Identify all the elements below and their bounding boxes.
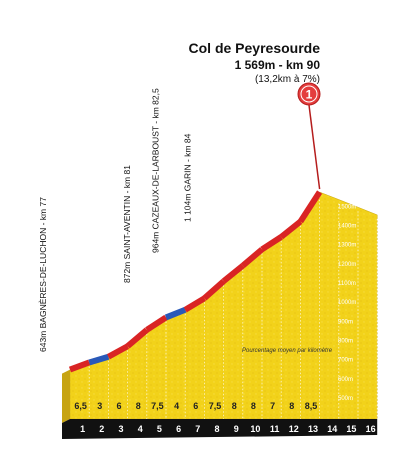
altitude-tick: 1200m	[338, 262, 356, 268]
climb-name: Col de Peyresourde	[188, 40, 321, 56]
climb-line-segment	[221, 263, 245, 284]
altitude-tick: 1100m	[338, 281, 356, 287]
gradient-label: 8	[251, 401, 256, 411]
place-label: 1 104m GARIN - km 84	[182, 133, 192, 222]
place-label: 964m CAZEAUX-DE-LARBOUST - km 82,5	[151, 88, 161, 253]
altitude-tick: 1300m	[338, 243, 356, 249]
climb-line-segment	[145, 314, 168, 333]
profile-layer	[62, 104, 378, 439]
category-badge: 1	[297, 82, 321, 106]
altitude-tick: 700m	[338, 358, 353, 364]
km-label: 15	[346, 424, 356, 434]
km-label: 11	[270, 424, 280, 434]
km-label: 10	[250, 424, 260, 434]
climb-line-segment	[68, 359, 91, 373]
climb-detail: (13,2km à 7%)	[254, 74, 320, 85]
flat-section-segment	[88, 353, 110, 366]
climb-line-segment	[240, 247, 264, 268]
km-label: 16	[366, 424, 376, 434]
km-label: 1	[80, 424, 85, 434]
km-label: 8	[214, 424, 219, 434]
km-label: 9	[234, 424, 239, 434]
gradient-label: 8,5	[305, 401, 318, 411]
gradient-label: 4	[174, 401, 179, 411]
inner-caption: Pourcentage moyen par kilomètre	[242, 348, 333, 354]
km-label: 13	[308, 424, 318, 434]
gradient-label: 7	[270, 401, 275, 411]
km-label: 2	[99, 424, 104, 434]
altitude-tick: 1600m	[338, 185, 356, 191]
km-label: 4	[138, 424, 143, 434]
climb-line-segment	[297, 190, 323, 224]
altitude-tick: 500m	[338, 396, 353, 402]
profile-area	[69, 191, 378, 420]
climb-line-segment	[260, 234, 283, 252]
place-label: 643m BAGNÈRES-DE-LUCHON - km 77	[38, 197, 48, 352]
profile-side-face	[62, 369, 70, 423]
gradient-label: 6	[193, 401, 198, 411]
gradient-label: 7,5	[209, 401, 222, 411]
km-label: 5	[157, 424, 162, 434]
km-label: 12	[289, 424, 299, 434]
altitude-tick: 600m	[338, 377, 353, 383]
chart-text-layer: 1 2 3 4 5 6 7 8 9 10 11 12 13 14 15 166,5 3 6 8 7,5 4 6 7,5 8 8 7…	[38, 88, 376, 434]
climb-line-segment	[279, 219, 303, 240]
badge-pointer	[308, 104, 321, 190]
km-label: 14	[327, 424, 337, 434]
altitude-tick: 1400m	[338, 223, 356, 229]
km-label: 3	[118, 424, 123, 434]
gradient-label: 6	[116, 401, 121, 411]
place-label: 872m SAINT-AVENTIN - km 81	[122, 165, 132, 283]
climb-title-block: Col de Peyresourde 1 569m - km 90 (13,2k…	[189, 40, 321, 85]
climb-line-segment	[106, 343, 130, 360]
km-label: 6	[176, 424, 181, 434]
summit-info: 1 569m - km 90	[234, 58, 320, 72]
altitude-tick: 1500m	[338, 204, 356, 210]
gradient-label: 8	[232, 401, 237, 411]
gradient-label: 6,5	[74, 401, 87, 411]
gradient-label: 8	[289, 401, 294, 411]
gradient-label: 7,5	[151, 401, 164, 411]
climb-line-segment	[183, 295, 206, 313]
climb-line-segment	[125, 327, 149, 349]
climb-line-segment	[202, 278, 226, 301]
altitude-tick: 800m	[338, 338, 353, 344]
km-band	[62, 419, 378, 439]
flat-section-segment	[164, 306, 187, 321]
altitude-tick: 900m	[338, 319, 353, 325]
altitude-tick: 1000m	[338, 300, 356, 306]
km-label: 7	[195, 424, 200, 434]
gradient-label: 8	[136, 401, 141, 411]
category-badge-label: 1	[306, 88, 313, 102]
gradient-label: 3	[97, 401, 102, 411]
